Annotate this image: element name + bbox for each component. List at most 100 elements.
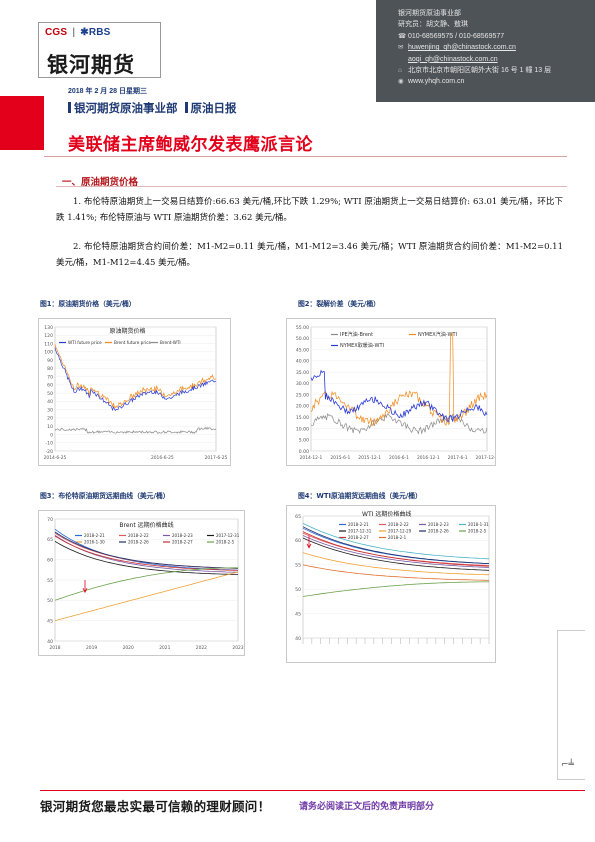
y-tick-label: 55.00 (296, 325, 309, 331)
x-tick-label: 2016-6-25 (151, 455, 174, 461)
x-tick-label: 2014-6-25 (44, 455, 67, 461)
series-line-2018-2-27 (54, 535, 239, 571)
legend-label: 2018-2-22 (128, 533, 149, 538)
x-tick-label: 2014-12-1 (300, 455, 323, 461)
location-icon: ⌂ (398, 67, 402, 75)
y-tick-label: 60 (295, 538, 301, 544)
x-tick-label: 2017-12-1 (476, 455, 495, 461)
logo-rbs: ✱RBS (80, 27, 111, 38)
bookmark-icon: ⌐╧ (561, 760, 574, 770)
info-phone: 010-68569575 / 010-68569577 (408, 32, 505, 40)
x-tick-label: 2021 (159, 645, 170, 651)
company-logo: CGS | ✱RBS 银河期货 (38, 22, 161, 78)
y-tick-label: 40 (47, 639, 53, 645)
report-type: 原油日报 (190, 101, 237, 115)
legend-label: Brent future price (114, 340, 152, 345)
info-dept: 银河期货原油事业部 (398, 10, 461, 17)
y-tick-label: 60 (47, 557, 53, 563)
y-tick-label: 70 (47, 374, 53, 380)
series-line-2018-2-23 (302, 535, 490, 568)
y-tick-label: 40.00 (296, 359, 309, 365)
fig2-svg: 55.00 50.00 45.00 40.00 35.00 30.00 25.00 20.00… (296, 325, 495, 461)
legend-label: 2018-2-26 (428, 529, 449, 534)
y-tick-label: 20.00 (296, 404, 309, 410)
legend-label: 2018-2-5 (216, 540, 235, 545)
y-tick-label: 15.00 (296, 415, 309, 421)
y-tick-label: 45 (47, 618, 53, 624)
phone-icon: ☎ (398, 32, 407, 40)
y-tick-label: 120 (44, 333, 53, 339)
y-tick-label: 50 (47, 391, 53, 397)
y-tick-label: 30 (47, 407, 53, 413)
y-tick-label: 55 (295, 563, 301, 569)
info-email-2[interactable]: aoqi_qh@chinastock.com.cn (408, 55, 498, 63)
info-web[interactable]: www.yhqh.com.cn (408, 78, 465, 86)
legend-label: 2017-12-31 (348, 529, 372, 534)
series-line-brent-wti (54, 426, 217, 434)
fig4-svg: 65 60 55 50 45 40 WTI 远期价格曲线 2018-2-21 2018-2-22… (295, 510, 490, 644)
trend-arrow (82, 580, 88, 594)
legend-label: 2018-2-21 (84, 533, 105, 538)
series-line-2017-12-31 (54, 541, 239, 575)
y-tick-label: 50 (295, 587, 301, 593)
trend-arrow (306, 535, 312, 549)
y-tick-label: 20 (47, 416, 53, 422)
legend-label: WTI future price (68, 340, 102, 345)
series-line-2017-12-31 (302, 537, 490, 571)
y-tick-label: 55 (47, 578, 53, 584)
y-tick-label: 70 (47, 517, 53, 523)
x-tick-label: 2015-12-1 (358, 455, 381, 461)
chart-crack-spread: 55.00 50.00 45.00 40.00 35.00 30.00 25.00 20.00… (286, 318, 496, 466)
logo-cgs: CGS (45, 27, 68, 38)
y-tick-label: 45.00 (296, 347, 309, 353)
paragraph-settlement: 1. 布伦特原油期货上一交易日结算价:66.63 美元/桶,环比下跌 1.29%… (56, 197, 563, 223)
x-tick-label: 2016-12-1 (417, 455, 440, 461)
chart-title: WTI 远期价格曲线 (362, 510, 411, 518)
legend-label: NYMEX取暖油-WTI (340, 342, 384, 349)
chart-crude-futures-price: 130 120 110 100 90 80 70 60 50 40 30 20 10 0 -10 -20 201… (38, 318, 231, 466)
series-line-wti-future-price (54, 347, 216, 412)
x-tick-label: 2017-6-1 (448, 455, 468, 461)
chart-title: 原油期货价格 (109, 327, 145, 335)
y-tick-label: 10 (47, 424, 53, 430)
x-tick-label: 2016-6-1 (389, 455, 409, 461)
legend-label: 2018-2-22 (388, 522, 409, 527)
mail-icon: ✉ (398, 44, 404, 52)
paragraph-spreads: 2. 布伦特原油期货合约间价差：M1-M2=0.11 美元/桶，M1-M12=3… (56, 242, 563, 268)
legend-label: NYMEX汽油-WTI (418, 331, 457, 338)
x-tick-label: 2018 (49, 645, 60, 651)
series-line-nymex-wti (310, 369, 488, 423)
y-tick-label: 110 (44, 341, 53, 347)
legend-label: 2018-2-23 (172, 533, 193, 538)
report-title: 美联储主席鲍威尔发表鹰派言论 (68, 135, 313, 155)
logo-company-name: 银河期货 (47, 53, 135, 77)
fig1-svg: 1301201101009080706050403020100-10-20201… (44, 325, 228, 461)
y-tick-label: 40 (47, 399, 53, 405)
info-email-1[interactable]: huwenjing_qh@chinastock.com.cn (408, 44, 516, 52)
side-tab (557, 630, 585, 780)
series-line-2017-12-29 (302, 552, 490, 576)
series-line-nymex-wti (310, 333, 488, 427)
footer-disclaimer: 请务必阅读正文后的免责声明部分 (299, 802, 435, 812)
legend-label: 2018-2-26 (128, 540, 149, 545)
y-tick-label: 5.00 (299, 438, 309, 444)
header-divider (44, 156, 567, 157)
section-title: 一、原油期货价格 (62, 177, 139, 188)
legend-label: 2018-2-23 (428, 522, 449, 527)
y-tick-label: 130 (44, 325, 53, 331)
series-line-2018-2-5 (302, 581, 489, 597)
fig4-caption: 图4：WTI原油期货远期曲线（美元/桶） (298, 492, 422, 500)
y-tick-label: -20 (45, 449, 53, 455)
footer-divider (40, 790, 585, 791)
series-line-2018-2-1 (302, 564, 489, 581)
fig3-caption: 图3：布伦特原油期货远期曲线（美元/桶） (40, 492, 170, 500)
contact-info-panel: 银河期货原油事业部 研究员：胡文静、敖琪 ☎ 010-68569575 / 010… (376, 0, 595, 102)
y-tick-label: 25.00 (296, 392, 309, 398)
series-line-2018-2-26 (54, 531, 239, 569)
x-tick-label: 2017-6-25 (205, 455, 228, 461)
dept-name: 银河期货原油事业部 (74, 101, 178, 115)
chart-brent-forward-curve: 70 65 60 55 50 45 40 2018 2019 2020 2021 2022 2023 Br… (38, 510, 245, 656)
legend-label: 2018-1-31 (468, 522, 489, 527)
chart-title: Brent 远期价格曲线 (119, 521, 173, 529)
